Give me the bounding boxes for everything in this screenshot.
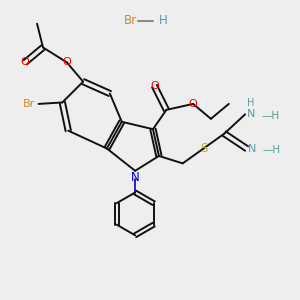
Text: O: O [189,99,197,109]
Text: Br: Br [124,14,136,27]
Text: N: N [248,143,256,154]
Text: O: O [21,57,29,67]
Text: H: H [248,98,255,108]
Text: O: O [62,57,71,67]
Text: —H: —H [262,111,280,121]
Text: O: O [150,81,159,91]
Text: N: N [131,171,140,184]
Text: H: H [159,14,168,27]
Text: —H: —H [263,145,281,155]
Text: N: N [247,109,255,119]
Text: Br: Br [23,99,36,109]
Text: S: S [200,142,207,155]
